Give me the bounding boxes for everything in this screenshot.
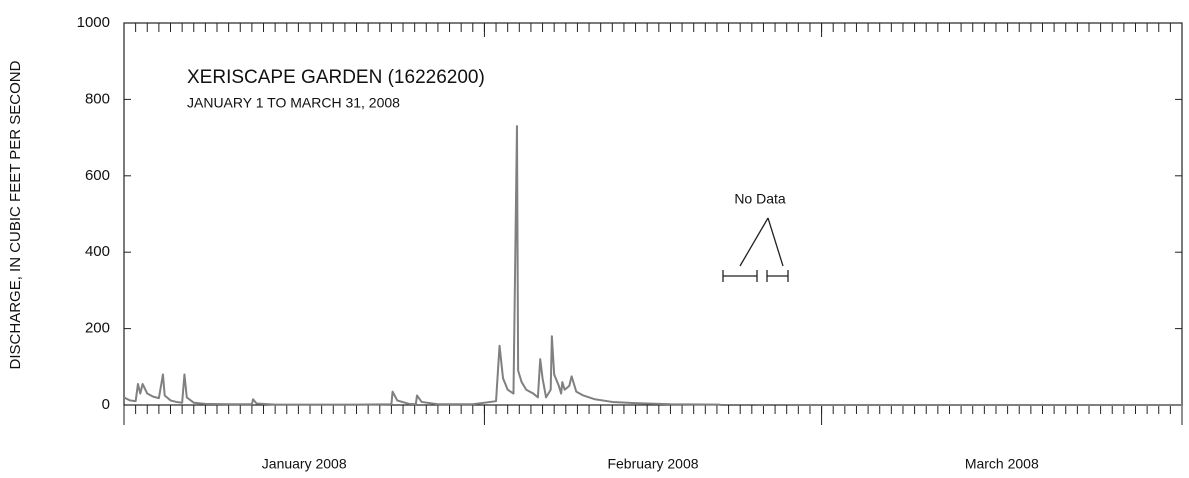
no-data-brackets: [722, 217, 789, 282]
x-tick-label: January 2008: [262, 456, 347, 472]
y-tick-label: 200: [85, 320, 110, 337]
y-tick-label: 400: [85, 243, 110, 260]
y-tick-label: 800: [85, 90, 110, 107]
x-tick-label: March 2008: [965, 456, 1039, 472]
y-tick-label: 1000: [77, 14, 110, 31]
annotation: No Data: [734, 191, 786, 207]
chart-title: XERISCAPE GARDEN (16226200): [187, 67, 485, 88]
discharge-line: [123, 125, 721, 406]
y-tick-label: 0: [102, 396, 110, 413]
x-tick-label: February 2008: [607, 456, 698, 472]
chart-subtitle: JANUARY 1 TO MARCH 31, 2008: [187, 95, 400, 111]
plot-frame: [123, 22, 1183, 406]
y-tick-label: 600: [85, 167, 110, 184]
y-axis-title: DISCHARGE, IN CUBIC FEET PER SECOND: [7, 60, 24, 369]
